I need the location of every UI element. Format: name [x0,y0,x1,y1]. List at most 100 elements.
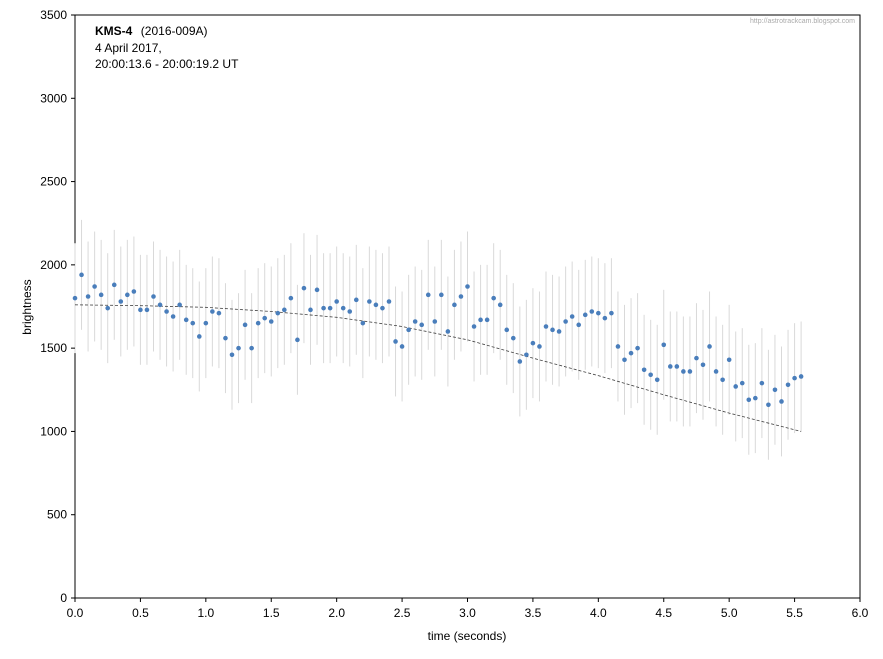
x-tick-label: 0.0 [67,606,84,620]
data-point [282,307,287,313]
data-point [739,380,745,386]
data-point [465,284,470,289]
data-point [92,284,97,289]
data-point [681,369,686,374]
data-point [661,342,667,348]
data-point [582,312,588,318]
data-point [491,295,496,301]
data-point [111,282,117,288]
data-point [779,399,784,404]
data-point [419,322,425,328]
data-point [615,344,621,349]
data-point [458,294,464,299]
data-point [707,344,712,349]
data-point [471,324,477,329]
data-point [360,320,366,326]
data-point [288,295,294,301]
data-point [98,292,104,298]
data-point [425,292,431,298]
data-point [452,302,457,308]
data-point [517,359,523,364]
data-point [196,334,202,339]
data-point [759,380,765,386]
x-tick-label: 3.0 [459,606,476,620]
data-point [393,339,398,344]
x-tick-label: 2.5 [394,606,411,620]
y-tick-label: 2000 [40,258,67,272]
data-point [249,345,254,351]
watermark: http://astrotrackcam.blogspot.com [750,18,855,25]
data-point [524,352,529,358]
data-point [753,395,758,401]
data-point [720,377,725,383]
data-point [602,315,608,321]
data-point [746,397,752,403]
data-point [138,307,143,313]
data-point [118,299,124,304]
data-point [190,320,196,326]
chart-subtitle-date: 4 April 2017, [95,41,162,55]
x-tick-label: 2.0 [328,606,345,620]
data-point [275,310,281,316]
data-point [144,307,150,313]
y-tick-label: 0 [60,591,67,605]
data-point [131,289,137,294]
data-point [386,299,392,304]
data-point [373,302,379,308]
title-id: (2016-009A) [141,24,208,38]
data-point [550,327,555,333]
data-point [72,295,78,301]
data-point [380,305,385,311]
x-tick-label: 6.0 [852,606,869,620]
chart-title: KMS-4 (2016-009A) [95,22,208,39]
y-axis-ticks: 0 500 1000 1500 2000 2500 3000 3500 [40,8,75,605]
data-point [792,375,797,381]
data-point [170,314,176,319]
data-point [543,324,549,329]
data-point [556,329,562,334]
data-point [733,384,739,389]
data-point [157,302,163,308]
chart-subtitle-time: 20:00:13.6 - 20:00:19.2 UT [95,57,239,71]
data-point [340,305,346,311]
data-point [504,327,510,333]
x-tick-label: 5.5 [786,606,803,620]
data-point [563,319,568,324]
data-point [576,322,582,328]
data-point [399,344,405,349]
data-point [537,344,542,349]
data-point [321,305,326,311]
y-tick-label: 500 [47,508,67,522]
data-point [105,305,111,311]
data-point [216,310,222,316]
x-tick-label: 5.0 [721,606,738,620]
data-point [785,382,791,388]
data-point [635,345,640,351]
x-axis-label: time (seconds) [428,629,507,643]
data-point [79,272,84,278]
data-point [609,310,614,316]
title-object: KMS-4 [95,24,133,38]
data-point [432,319,438,324]
data-point [445,329,451,334]
data-point [654,377,660,383]
x-tick-label: 4.0 [590,606,607,620]
data-point [295,337,300,343]
data-point [301,285,307,291]
y-tick-label: 3500 [40,8,67,22]
data-point [347,309,353,314]
data-point [766,402,771,408]
data-point [412,319,418,324]
trend-line [74,304,802,432]
data-point [262,315,268,321]
data-point [229,352,235,358]
data-point [183,317,189,323]
x-tick-label: 4.5 [655,606,672,620]
data-points [72,272,804,408]
data-point [203,320,209,326]
data-point [700,362,706,368]
x-tick-label: 0.5 [132,606,149,620]
data-point [713,369,719,374]
data-point [439,292,444,298]
